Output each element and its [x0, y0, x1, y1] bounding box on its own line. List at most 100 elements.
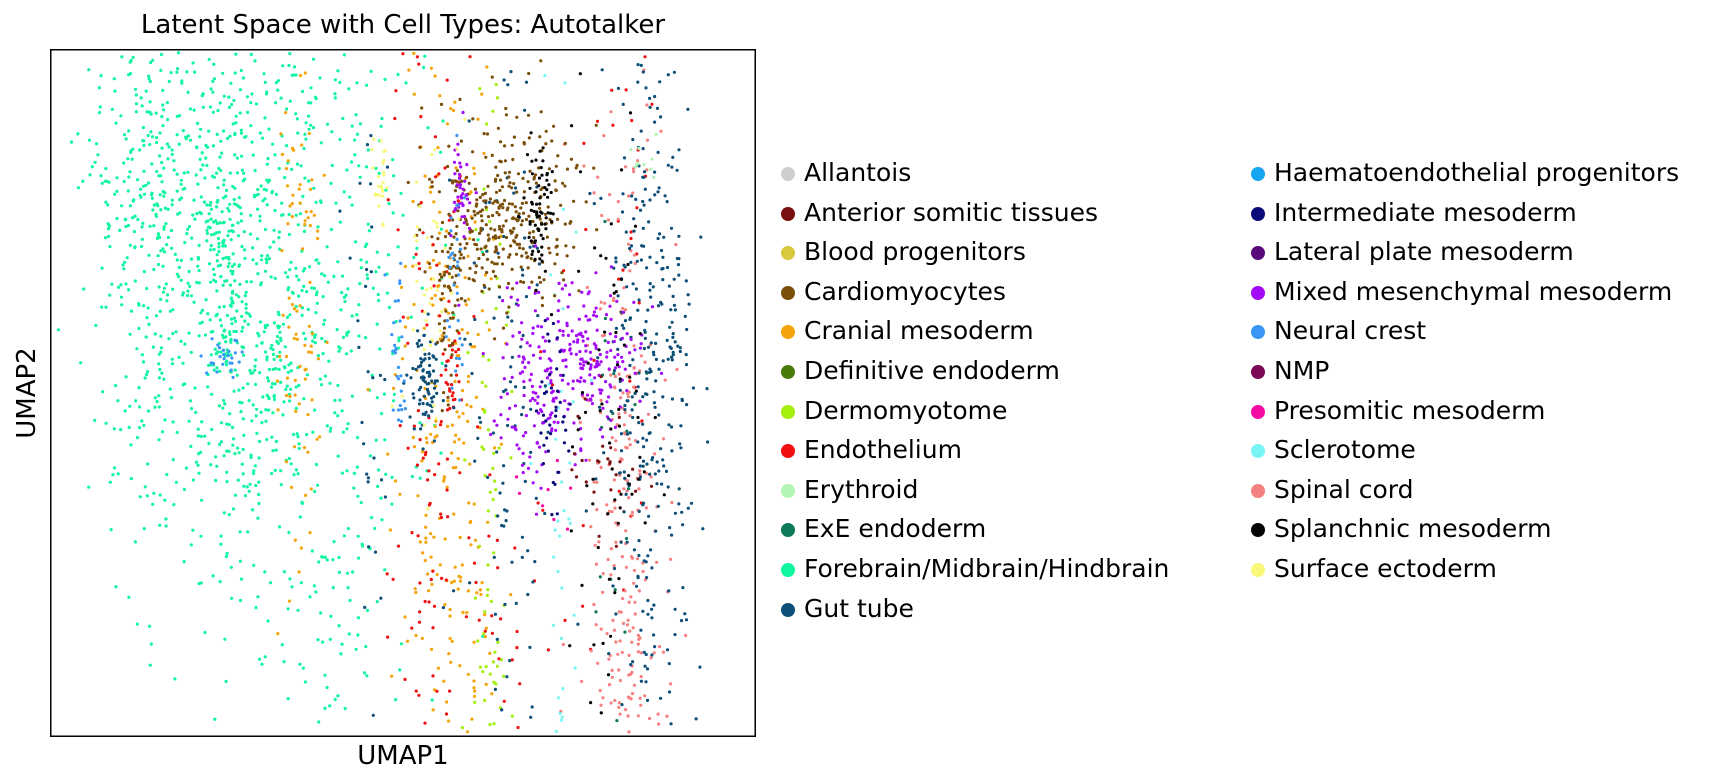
- scatter-point: [553, 179, 557, 183]
- scatter-point: [544, 450, 548, 454]
- scatter-point: [425, 382, 429, 386]
- scatter-point: [487, 328, 491, 332]
- scatter-point: [592, 643, 596, 647]
- scatter-point: [193, 386, 197, 390]
- scatter-point: [453, 208, 457, 212]
- scatter-point: [309, 350, 314, 355]
- scatter-point: [550, 170, 554, 174]
- scatter-point: [197, 243, 201, 248]
- scatter-point: [424, 525, 428, 529]
- scatter-point: [545, 178, 549, 182]
- scatter-point: [215, 253, 219, 257]
- scatter-point: [133, 279, 137, 283]
- scatter-point: [545, 376, 549, 380]
- scatter-point: [638, 469, 642, 473]
- scatter-point: [442, 273, 446, 277]
- scatter-point: [402, 379, 406, 383]
- scatter-point: [491, 213, 495, 218]
- scatter-point: [542, 349, 546, 353]
- scatter-point: [340, 409, 344, 413]
- scatter-point: [122, 161, 126, 165]
- scatter-point: [522, 280, 526, 284]
- scatter-point: [166, 207, 170, 211]
- scatter-point: [535, 283, 539, 287]
- scatter-point: [462, 235, 466, 239]
- scatter-point: [480, 289, 484, 293]
- scatter-point: [218, 221, 222, 225]
- scatter-point: [366, 276, 370, 281]
- scatter-point: [642, 470, 646, 474]
- scatter-point: [494, 236, 498, 240]
- scatter-point: [411, 264, 415, 268]
- scatter-point: [504, 113, 508, 117]
- scatter-point: [510, 355, 514, 359]
- scatter-point: [158, 493, 162, 497]
- scatter-point: [236, 478, 240, 482]
- scatter-point: [466, 589, 470, 593]
- scatter-point: [642, 346, 647, 351]
- scatter-point: [228, 412, 232, 416]
- scatter-point: [636, 477, 641, 481]
- scatter-point: [635, 259, 639, 263]
- scatter-point: [201, 92, 205, 96]
- scatter-point: [498, 227, 502, 231]
- scatter-point: [569, 486, 573, 490]
- scatter-point: [97, 86, 101, 90]
- scatter-point: [596, 545, 600, 550]
- scatter-point: [107, 180, 111, 184]
- scatter-point: [170, 357, 174, 361]
- scatter-point: [383, 273, 387, 277]
- scatter-point: [391, 352, 395, 356]
- scatter-point: [471, 150, 475, 154]
- scatter-point: [653, 405, 657, 409]
- scatter-point: [452, 235, 456, 239]
- scatter-point: [581, 604, 585, 608]
- scatter-point: [304, 493, 308, 497]
- scatter-point: [538, 385, 542, 389]
- scatter-point: [474, 270, 478, 275]
- scatter-point: [241, 386, 245, 390]
- scatter-point: [228, 330, 232, 334]
- scatter-point: [634, 584, 639, 588]
- scatter-point: [347, 87, 351, 91]
- scatter-point: [314, 258, 318, 262]
- scatter-point: [452, 589, 456, 593]
- scatter-point: [627, 496, 631, 500]
- scatter-point: [296, 608, 300, 612]
- scatter-point: [626, 487, 631, 491]
- scatter-point: [228, 283, 233, 287]
- scatter-point: [530, 280, 534, 284]
- scatter-point: [659, 696, 663, 700]
- scatter-point: [177, 142, 181, 146]
- scatter-point: [638, 464, 642, 468]
- scatter-point: [536, 411, 541, 415]
- scatter-point: [79, 361, 83, 365]
- scatter-point: [391, 211, 395, 215]
- scatter-point: [530, 200, 534, 204]
- scatter-point: [180, 79, 184, 83]
- scatter-point: [465, 242, 469, 246]
- scatter-point: [233, 153, 237, 157]
- scatter-point: [128, 243, 132, 247]
- scatter-point: [415, 341, 419, 346]
- scatter-point: [637, 509, 641, 513]
- scatter-point: [386, 452, 390, 456]
- scatter-point: [114, 384, 118, 388]
- scatter-point: [208, 203, 212, 207]
- scatter-point: [398, 668, 402, 672]
- scatter-point: [455, 329, 459, 333]
- scatter-point: [443, 246, 447, 250]
- scatter-point: [494, 82, 498, 87]
- scatter-point: [434, 419, 438, 423]
- scatter-point: [276, 334, 280, 339]
- scatter-point: [450, 243, 454, 247]
- scatter-point: [270, 191, 274, 195]
- scatter-point: [384, 472, 388, 476]
- scatter-point: [333, 697, 337, 702]
- scatter-point: [337, 349, 341, 353]
- scatter-point: [618, 678, 623, 683]
- scatter-point: [563, 184, 567, 188]
- scatter-point: [505, 675, 509, 679]
- scatter-point: [536, 395, 540, 399]
- scatter-point: [406, 446, 410, 450]
